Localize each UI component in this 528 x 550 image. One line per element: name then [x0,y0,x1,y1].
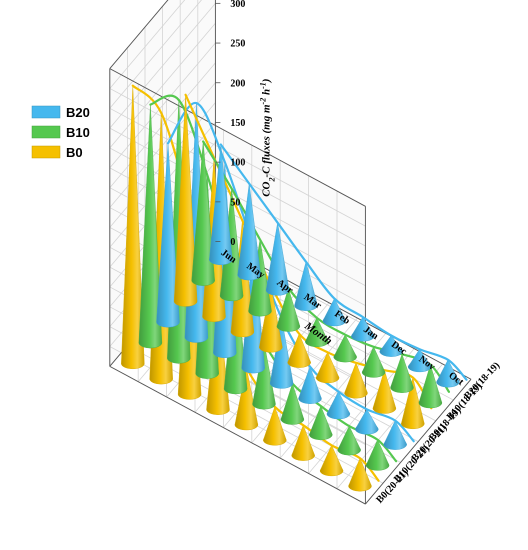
legend-label: B0 [66,145,83,160]
cone-B10(18-19)-Jun [191,141,215,286]
cone-B10(20-21)-Oct [365,439,390,471]
z-tick-label: 250 [230,39,245,50]
cone-B0(20-21)-Feb [234,367,259,431]
legend: B20 B10 B0 [31,105,90,160]
legend-item-B0: B0 [31,145,83,160]
cone-B20(20-21)-Jan [298,366,322,404]
cone-B20(18-19)-Jan [351,316,375,342]
legend-label: B10 [66,125,90,140]
cone-B0(18-19)-Feb [287,333,311,368]
cone-B20(20-21)-Dec [326,391,351,420]
cone-B0(18-19)-Mar [259,285,283,353]
cone-B20(20-21)-Oct [383,420,407,450]
cone-B10(18-19)-May [219,188,244,302]
cone-B10(20-21)-Dec [309,405,333,440]
cone-B10(18-19)-Apr [248,239,272,317]
z-tick-label: 0 [230,237,235,248]
cone-B10(20-21)-Jan [280,382,305,425]
cone-B0(20-21)-Dec [291,424,315,461]
cone-B10(18-19)-Mar [276,287,301,332]
chart-marks [121,84,468,492]
legend-label: B20 [66,105,90,120]
trend-curve-B20(18-19) [219,143,468,381]
cone-B10(18-19)-Dec [361,346,386,378]
cone-B0(20-21)-Jun [121,85,145,369]
cone-B10(18-19)-Nov [390,353,414,393]
cone-B20(18-19)-Jun [209,144,233,265]
cone-B20(18-19)-Mar [294,261,318,311]
cone-B20(20-21)-Nov [355,408,379,435]
cone-B20(18-19)-Oct [436,359,460,388]
series-row-B20(18-19) [209,143,468,388]
cone-B20(20-21)-Jun [156,143,180,328]
z-tick-label: 150 [230,118,245,129]
cone-B0(20-21)-Oct [348,457,372,492]
trend-curve-B20(20-21) [166,102,415,443]
cone-B10(20-21)-Jun [138,104,163,349]
z-tick-label: 300 [230,0,245,10]
cone-B10(20-21)-Feb [252,342,276,410]
cone-B0(18-19)-Nov [372,369,397,414]
cone-B20(18-19)-Feb [322,298,347,327]
cone-B0(20-21)-Jan [263,406,287,446]
cone-B0(18-19)-Dec [344,362,368,399]
cone-B20(18-19)-Nov [407,348,432,373]
series-row-B10(18-19) [191,140,450,409]
cone-B20(18-19)-Apr [265,222,290,296]
legend-swatch [31,105,61,119]
cone-B10(20-21)-Nov [337,425,361,456]
cone-B10(18-19)-Feb [305,317,329,347]
cone-B20(20-21)-Feb [269,318,294,389]
cone-B0(18-19)-Jan [315,351,340,384]
cone-B0(20-21)-Nov [319,444,344,477]
z-tick-label: 100 [230,158,245,169]
cone-B0(18-19)-Jun [173,94,198,307]
z-tick-label: 200 [230,78,245,89]
legend-item-B10: B10 [31,125,90,140]
legend-item-B20: B20 [31,105,90,120]
cone-B0(18-19)-Oct [401,377,425,429]
cone-B20(18-19)-May [237,183,261,281]
z-tick-label: 50 [230,197,240,208]
cone-B10(18-19)-Jan [333,334,357,363]
cone-B20(18-19)-Dec [379,335,403,357]
z-axis-title: CO2-C fluxes (mg m-2 h-1) [258,79,276,197]
cone-B10(18-19)-Oct [418,364,443,409]
legend-swatch [31,145,61,159]
legend-swatch [31,125,61,139]
